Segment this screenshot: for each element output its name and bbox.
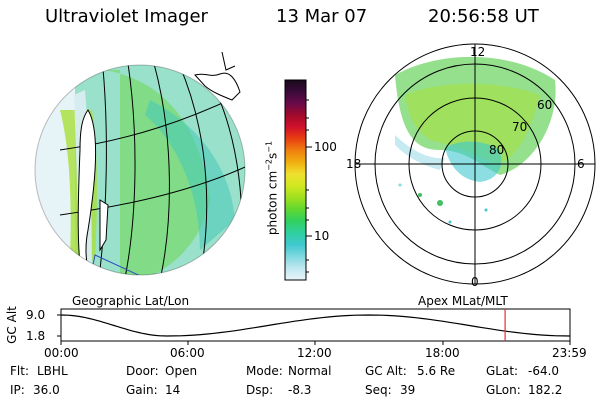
app-title: Ultraviolet Imager bbox=[45, 6, 208, 27]
mlat-label-80: 80 bbox=[489, 143, 505, 157]
seq-label: Seq: bbox=[365, 383, 392, 397]
mlat-label-60: 60 bbox=[537, 98, 553, 112]
filter-label: Flt: bbox=[10, 364, 29, 378]
gcalt-value: 5.6 Re bbox=[417, 364, 456, 378]
colorbar-unit-label: photon cm−2s−1 bbox=[264, 140, 280, 236]
colorbar-tick-10: 10 bbox=[314, 229, 330, 243]
filter-value: LBHL bbox=[37, 364, 68, 378]
colorbar-tick-100: 100 bbox=[314, 140, 337, 154]
timeline-xtick-0600: 06:00 bbox=[170, 346, 205, 360]
seq-value: 39 bbox=[400, 383, 416, 397]
mlt-label-18: 18 bbox=[346, 157, 362, 171]
glat-value: -64.0 bbox=[528, 364, 560, 378]
mlt-label-6: 6 bbox=[577, 157, 585, 171]
dsp-value: -8.3 bbox=[288, 383, 312, 397]
mode-label: Mode: bbox=[246, 364, 283, 378]
left-map-caption: Geographic Lat/Lon bbox=[72, 294, 190, 308]
altitude-curve bbox=[60, 314, 571, 337]
geographic-map bbox=[34, 51, 246, 276]
gain-label: Gain: bbox=[126, 383, 158, 397]
colorbar bbox=[284, 79, 312, 281]
timeline-ytick-9: 9.0 bbox=[26, 308, 46, 322]
altitude-timeline bbox=[57, 308, 571, 345]
time-readout: 20:56:58 UT bbox=[428, 6, 539, 27]
mlt-label-0: 0 bbox=[471, 275, 479, 289]
door-value: Open bbox=[165, 364, 198, 378]
glon-value: 182.2 bbox=[528, 383, 563, 397]
polar-map bbox=[354, 43, 596, 285]
coastlines-outer bbox=[194, 51, 241, 101]
timeline-ytick-1-8: 1.8 bbox=[26, 329, 46, 343]
right-map-caption: Apex MLat/MLT bbox=[418, 294, 508, 308]
timeline-xticks bbox=[57, 314, 571, 345]
colorbar-ticks bbox=[306, 99, 312, 273]
gcalt-label: GC Alt: bbox=[365, 364, 407, 378]
glon-label: GLon: bbox=[486, 383, 521, 397]
mlat-label-70: 70 bbox=[512, 120, 528, 134]
dsp-label: Dsp: bbox=[246, 383, 274, 397]
colorbar-ramp bbox=[284, 79, 307, 281]
timeline-xtick-1800: 18:00 bbox=[425, 346, 460, 360]
timeline-xtick-1200: 12:00 bbox=[297, 346, 332, 360]
timeline-xtick-2359: 23:59 bbox=[552, 346, 587, 360]
door-label: Door: bbox=[126, 364, 159, 378]
timeline-axis-label: GC Alt bbox=[5, 306, 19, 344]
timeline-xtick-0000: 00:00 bbox=[44, 346, 79, 360]
ip-label: IP: bbox=[10, 383, 25, 397]
timeline-frame bbox=[60, 308, 571, 342]
aurora-left bbox=[59, 65, 245, 275]
coastlines bbox=[77, 109, 109, 275]
ip-value: 36.0 bbox=[33, 383, 60, 397]
glat-label: GLat: bbox=[486, 364, 519, 378]
mode-value: Normal bbox=[288, 364, 332, 378]
date-readout: 13 Mar 07 bbox=[276, 6, 368, 27]
polar-grid bbox=[354, 43, 596, 285]
gain-value: 14 bbox=[165, 383, 181, 397]
mlt-label-12: 12 bbox=[470, 45, 486, 59]
